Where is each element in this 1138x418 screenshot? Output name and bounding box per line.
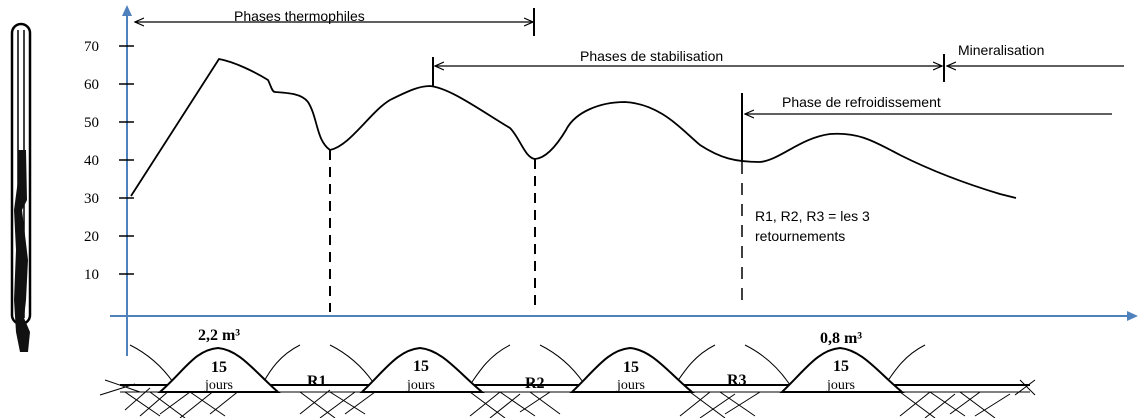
pile-1-days: 15 <box>211 359 227 376</box>
phase-thermophiles-label: Phases thermophiles <box>234 8 365 24</box>
pile-3-mound <box>569 346 695 393</box>
y-ticks: 70 60 50 40 30 20 10 <box>84 39 134 283</box>
pile-2-unit: jours <box>406 378 435 393</box>
pile-2-days: 15 <box>413 358 429 375</box>
turnings-note-line2: retournements <box>755 228 845 244</box>
phase-mineralisation-marker: Mineralisation <box>947 42 1124 66</box>
turning-label-r2: R2 <box>525 375 545 392</box>
y-tick-label-50: 50 <box>84 115 99 131</box>
phase-thermophiles-marker: Phases thermophiles <box>135 8 535 36</box>
y-tick-label-70: 70 <box>84 39 99 55</box>
y-tick-label-40: 40 <box>84 153 99 169</box>
pile-1-mound <box>157 346 281 393</box>
phase-stabilisation-marker: Phases de stabilisation <box>432 48 945 86</box>
y-tick-label-20: 20 <box>84 229 99 245</box>
pile-2-mound <box>359 346 485 393</box>
turning-label-r3: R3 <box>727 372 747 389</box>
compost-piles: 2,2 m³ 15 jours 15 jours 15 jours 0,8 m³… <box>99 327 1036 418</box>
pile-3-unit: jours <box>616 378 645 393</box>
pile-4-days: 15 <box>833 358 849 375</box>
pile-1-volume: 2,2 m³ <box>198 327 240 344</box>
pile-4-mound <box>779 346 905 393</box>
phase-refroidissement-label: Phase de refroidissement <box>782 94 941 110</box>
y-tick-label-10: 10 <box>84 267 99 283</box>
phase-stabilisation-label: Phases de stabilisation <box>580 48 723 64</box>
phase-refroidissement-marker: Phase de refroidissement <box>741 93 1112 162</box>
temperature-curve <box>130 58 1017 199</box>
pile-4-unit: jours <box>826 378 855 393</box>
turning-label-r1: R1 <box>307 373 327 390</box>
thermometer-icon <box>10 22 32 352</box>
pile-1-unit: jours <box>204 378 233 393</box>
pile-3-days: 15 <box>623 359 639 376</box>
pile-4-volume: 0,8 m³ <box>820 330 862 347</box>
turnings-note-line1: R1, R2, R3 = les 3 <box>755 208 870 224</box>
y-tick-label-60: 60 <box>84 77 99 93</box>
y-tick-label-30: 30 <box>84 191 99 207</box>
phase-mineralisation-label: Mineralisation <box>958 42 1044 58</box>
